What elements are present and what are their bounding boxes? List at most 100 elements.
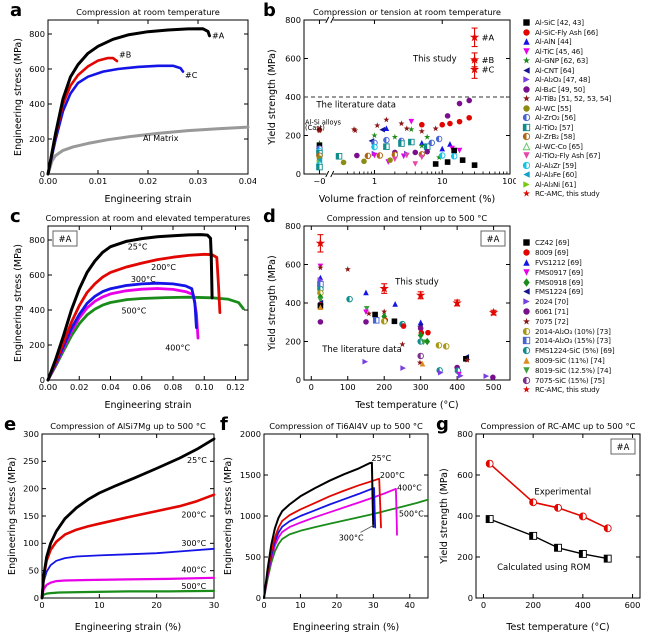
- svg-text:0: 0: [40, 375, 45, 385]
- svg-text:Engineering stress (MPa): Engineering stress (MPa): [13, 38, 24, 156]
- svg-text:300°C: 300°C: [339, 533, 364, 542]
- legend-marker-icon: [522, 347, 531, 355]
- legend-label: Al-Al₃Fe [60]: [535, 170, 577, 180]
- legend-label: RC-AMC, this study: [535, 189, 600, 199]
- panel-letter-g: g: [436, 414, 449, 435]
- legend-entry: RC-AMC, this study: [521, 189, 649, 199]
- svg-text:Compression of RC-AMC up to 50: Compression of RC-AMC up to 500 °C: [481, 421, 636, 431]
- legend-entry: Al-CNT [64]: [521, 66, 649, 76]
- legend-entry: Al-SiC [42, 43]: [521, 18, 649, 28]
- legend-marker-icon: [523, 181, 530, 188]
- svg-text:Engineering stress (MPa): Engineering stress (MPa): [223, 457, 234, 575]
- legend-marker-icon: [522, 123, 531, 131]
- svg-text:(Cast): (Cast): [305, 124, 325, 132]
- legend-label: Al-GNP [62, 63]: [535, 56, 588, 66]
- svg-text:Compression of Ti6Al4V up to 5: Compression of Ti6Al4V up to 500 °C: [269, 421, 423, 431]
- legend-marker-icon: [523, 48, 530, 55]
- legend-marker-icon: [523, 29, 530, 36]
- svg-text:800: 800: [285, 221, 301, 231]
- legend-marker-icon: [523, 190, 530, 197]
- legend-marker-icon: [523, 171, 530, 178]
- legend-entry: Al-ZrO₂ [56]: [521, 113, 649, 123]
- legend-label: Al-CNT [64]: [535, 65, 575, 75]
- legend-label: Al-AlN [44]: [535, 37, 572, 47]
- svg-text:1000: 1000: [240, 511, 261, 521]
- legend-entry: Al-AlN [44]: [521, 37, 649, 47]
- legend-marker-icon: [522, 337, 531, 345]
- svg-text:Compression and tension up to: Compression and tension up to 500 °C: [327, 213, 488, 223]
- svg-text:25°C: 25°C: [372, 454, 392, 463]
- svg-text:#A: #A: [617, 443, 630, 453]
- legend-entry: FMS0918 [69]: [521, 277, 649, 287]
- legend-marker-icon: [523, 105, 530, 112]
- svg-text:Engineering strain: Engineering strain: [104, 194, 191, 205]
- svg-text:Compression of AlSi7Mg up to 5: Compression of AlSi7Mg up to 500 °C: [50, 421, 206, 431]
- legend-entry: 8009-SiC (11%) [74]: [521, 356, 649, 366]
- svg-text:25°C: 25°C: [187, 456, 207, 465]
- svg-text:0: 0: [40, 169, 45, 179]
- legend-label: Al-Al₃Zr [59]: [535, 160, 577, 170]
- svg-text:#A: #A: [482, 32, 495, 42]
- svg-text:0.06: 0.06: [133, 382, 151, 392]
- legend-label: 2014-Al₂O₃ (15%) [73]: [535, 336, 611, 346]
- svg-text:400: 400: [285, 298, 301, 308]
- legend-marker-icon: [522, 141, 531, 150]
- legend-entry: 7075-SiC (15%) [75]: [521, 375, 649, 385]
- legend-entry: Al-WC-Co [65]: [521, 142, 649, 152]
- panel-letter-b: b: [263, 0, 276, 21]
- svg-text:2000: 2000: [240, 429, 261, 439]
- panel-letter-f: f: [220, 414, 228, 435]
- svg-text:Yield strength (MPa): Yield strength (MPa): [267, 255, 278, 351]
- svg-text:400: 400: [457, 511, 473, 521]
- svg-text:800: 800: [29, 29, 45, 39]
- svg-text:The literature data: The literature data: [321, 345, 402, 355]
- legend-marker-icon: [523, 308, 530, 315]
- svg-text:600: 600: [285, 259, 301, 269]
- svg-text:0.04: 0.04: [101, 382, 119, 392]
- svg-text:800: 800: [457, 429, 473, 439]
- legend-label: Al-Al₃Ni [61]: [535, 179, 576, 189]
- svg-text:#A: #A: [212, 31, 225, 40]
- svg-text:This study: This study: [394, 277, 439, 287]
- svg-text:400°C: 400°C: [165, 344, 190, 353]
- svg-text:300: 300: [413, 382, 429, 392]
- legend-entry: Al-Al₃Zr [59]: [521, 161, 649, 171]
- svg-text:30: 30: [368, 600, 379, 610]
- legend-marker-icon: [523, 95, 530, 102]
- svg-text:40: 40: [404, 600, 415, 610]
- legend-marker-icon: [523, 38, 530, 45]
- svg-text:200: 200: [23, 483, 39, 493]
- svg-text:Test temperature (°C): Test temperature (°C): [505, 622, 609, 633]
- panel-letter-c: c: [10, 206, 21, 227]
- svg-text:0.02: 0.02: [70, 382, 88, 392]
- chart-d-yield-vs-temperature: 0 200 400 600 800 0 100 200 300 400 500 This study T…: [267, 213, 511, 411]
- legend-marker-icon: [523, 152, 530, 159]
- legend-label: CZ42 [69]: [535, 238, 570, 248]
- svg-text:0: 0: [39, 600, 44, 610]
- svg-text:500: 500: [486, 382, 502, 392]
- svg-text:0: 0: [296, 375, 301, 385]
- legend-entry: Al-B₄C [49, 50]: [521, 85, 649, 95]
- svg-text:300: 300: [23, 429, 39, 439]
- legend-marker-icon: [523, 288, 530, 296]
- legend-entry: Al-TiB₂ [51, 52, 53, 54]: [521, 94, 649, 104]
- legend-entry: RC-AMC, this study: [521, 385, 649, 395]
- svg-text:0.04: 0.04: [239, 176, 256, 186]
- svg-text:100: 100: [340, 382, 356, 392]
- legend-label: Al-TiC [45, 46]: [535, 46, 583, 56]
- legend-entry: 6061 [71]: [521, 307, 649, 317]
- legend-entry: 2014-Al₂O₃ (15%) [73]: [521, 336, 649, 346]
- legend-entry: Al-WC [55]: [521, 104, 649, 114]
- svg-text:800: 800: [285, 15, 301, 25]
- legend-marker-icon: [522, 376, 531, 384]
- svg-text:Yield strength (MPa): Yield strength (MPa): [267, 49, 278, 145]
- legend-entry: FVS1212 [69]: [521, 258, 649, 268]
- legend-label: Al-TiB₂ [51, 52, 53, 54]: [535, 94, 612, 104]
- legend-entry: Al-Al₂O₃ [47, 48]: [521, 75, 649, 85]
- svg-text:500: 500: [245, 552, 261, 562]
- svg-text:400°C: 400°C: [181, 566, 206, 575]
- legend-entry: Al-ZrB₂ [58]: [521, 132, 649, 142]
- chart-c-stress-strain-temperature: 0 200 400 600 800 0.00 0.02 0.04 0.06 0.08 0.10 0.1…: [13, 213, 251, 411]
- svg-text:0.01: 0.01: [89, 176, 107, 186]
- legend-label: FMS0917 [69]: [535, 267, 583, 277]
